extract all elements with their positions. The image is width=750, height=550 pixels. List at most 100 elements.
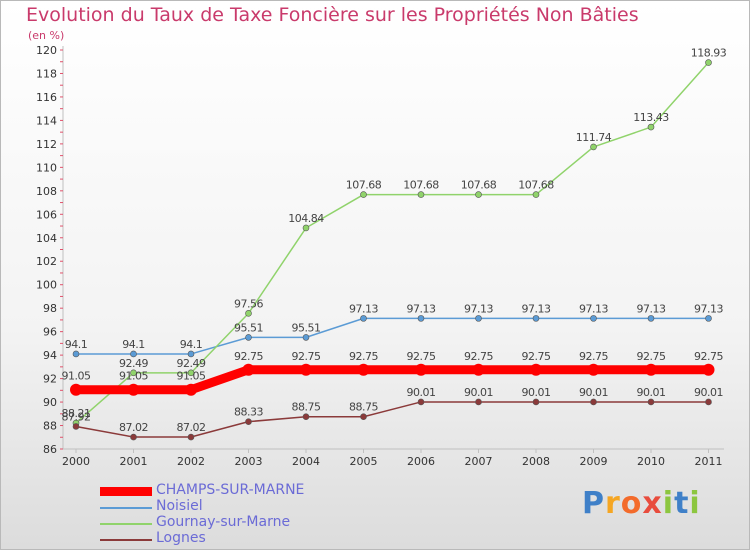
- data-label: 90.01: [464, 386, 493, 399]
- data-label: 91.05: [62, 370, 91, 383]
- data-label: 88.75: [292, 401, 321, 414]
- legend-label: Lognes: [156, 530, 206, 546]
- x-tick-label: 2011: [695, 455, 723, 468]
- x-tick-label: 2004: [292, 455, 320, 468]
- data-point: [72, 423, 80, 430]
- data-label: 97.13: [694, 302, 723, 315]
- x-tick-label: 2007: [465, 455, 493, 468]
- legend-swatch: [100, 507, 152, 509]
- legend-label: Gournay-sur-Marne: [156, 514, 291, 530]
- logo-letter: x: [642, 486, 663, 521]
- data-label: 107.68: [461, 179, 497, 192]
- y-tick-label: 118: [36, 67, 57, 80]
- y-tick-label: 116: [36, 91, 57, 104]
- data-label: 95.51: [292, 321, 321, 334]
- logo-letter: r: [605, 486, 621, 521]
- data-point: [702, 363, 715, 376]
- data-label: 88.75: [349, 401, 378, 414]
- data-label: 118.93: [691, 47, 727, 60]
- data-label: 88.33: [234, 406, 263, 419]
- data-point: [532, 398, 540, 406]
- data-point: [647, 398, 655, 406]
- data-point: [587, 363, 600, 376]
- y-tick-label: 104: [36, 232, 57, 245]
- data-point: [417, 191, 425, 198]
- data-label: 97.13: [522, 302, 551, 315]
- data-point: [300, 363, 312, 376]
- data-point: [475, 315, 482, 322]
- y-tick-label: 100: [36, 279, 57, 292]
- series-line: [75, 62, 710, 424]
- y-tick-label: 112: [36, 138, 57, 151]
- data-point: [302, 413, 310, 421]
- x-tick-label: 2001: [120, 455, 148, 468]
- data-point: [245, 334, 252, 341]
- data-label: 92.75: [464, 350, 493, 363]
- data-label: 97.13: [349, 302, 378, 315]
- data-point: [357, 363, 370, 376]
- data-label: 92.49: [177, 357, 206, 370]
- data-point: [245, 310, 252, 317]
- y-tick-label: 96: [43, 326, 57, 339]
- y-tick-label: 98: [43, 302, 57, 315]
- x-tick-label: 2008: [522, 455, 550, 468]
- data-point: [130, 433, 137, 441]
- y-tick-label: 110: [36, 161, 57, 174]
- data-point: [360, 413, 367, 421]
- y-tick-label: 114: [36, 114, 57, 127]
- data-point: [705, 59, 712, 66]
- data-point: [472, 363, 485, 376]
- data-point: [590, 143, 597, 151]
- data-label: 94.1: [122, 338, 145, 351]
- y-tick-label: 108: [36, 185, 57, 198]
- data-point: [645, 363, 657, 376]
- data-label: 111.74: [576, 131, 612, 144]
- series-line: [76, 365, 709, 395]
- data-label: 94.1: [180, 338, 203, 351]
- data-label: 92.75: [407, 350, 436, 363]
- data-label: 87.92: [62, 410, 91, 423]
- legend-swatch: [100, 539, 152, 541]
- logo-letter: t: [674, 486, 690, 521]
- data-point: [130, 350, 137, 358]
- x-tick-label: 2006: [407, 455, 435, 468]
- series-line: [76, 317, 709, 355]
- data-point: [417, 315, 425, 322]
- data-label: 90.01: [694, 386, 723, 399]
- legend-swatch: [100, 487, 152, 496]
- data-point: [415, 363, 427, 376]
- x-tick-label: 2005: [350, 455, 378, 468]
- data-point: [417, 398, 425, 406]
- data-label: 92.75: [349, 350, 378, 363]
- data-label: 97.13: [407, 302, 436, 315]
- data-label: 91.05: [177, 370, 206, 383]
- x-tick-label: 2002: [177, 455, 205, 468]
- data-point: [532, 315, 540, 322]
- data-point: [130, 369, 137, 377]
- data-label: 92.75: [522, 350, 551, 363]
- data-label: 113.43: [633, 111, 669, 124]
- data-point: [185, 383, 197, 396]
- y-tick-label: 86: [43, 443, 57, 456]
- data-point: [705, 398, 712, 406]
- data-point: [302, 224, 310, 232]
- data-point: [532, 191, 540, 198]
- series-line: [75, 401, 709, 438]
- proxiti-logo: Proxiti: [582, 486, 701, 521]
- logo-letter: i: [689, 486, 701, 521]
- data-label: 87.02: [119, 421, 148, 434]
- data-label: 92.75: [292, 350, 321, 363]
- chart-subtitle: (en %): [28, 29, 65, 42]
- chart-title: Evolution du Taux de Taxe Foncière sur l…: [26, 4, 639, 26]
- x-tick-label: 2010: [637, 455, 665, 468]
- data-label: 87.02: [177, 421, 206, 434]
- data-label: 97.13: [579, 302, 608, 315]
- data-label: 92.75: [694, 350, 723, 363]
- data-point: [187, 350, 195, 358]
- data-point: [647, 315, 655, 322]
- data-label: 97.56: [234, 297, 263, 310]
- data-point: [242, 363, 255, 376]
- data-label: 94.1: [65, 338, 88, 351]
- data-label: 90.01: [522, 386, 551, 399]
